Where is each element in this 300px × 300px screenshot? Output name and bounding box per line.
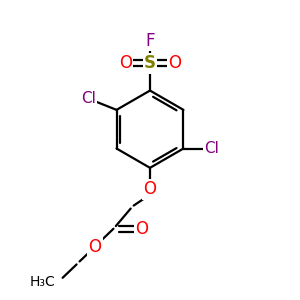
Text: O: O [143,180,157,198]
Text: Cl: Cl [81,91,96,106]
Text: Cl: Cl [204,141,219,156]
Text: O: O [135,220,148,238]
Text: O: O [88,238,101,256]
Text: O: O [119,54,132,72]
Text: O: O [168,54,181,72]
Text: H₃C: H₃C [29,275,55,289]
Text: S: S [144,54,156,72]
Text: F: F [145,32,155,50]
